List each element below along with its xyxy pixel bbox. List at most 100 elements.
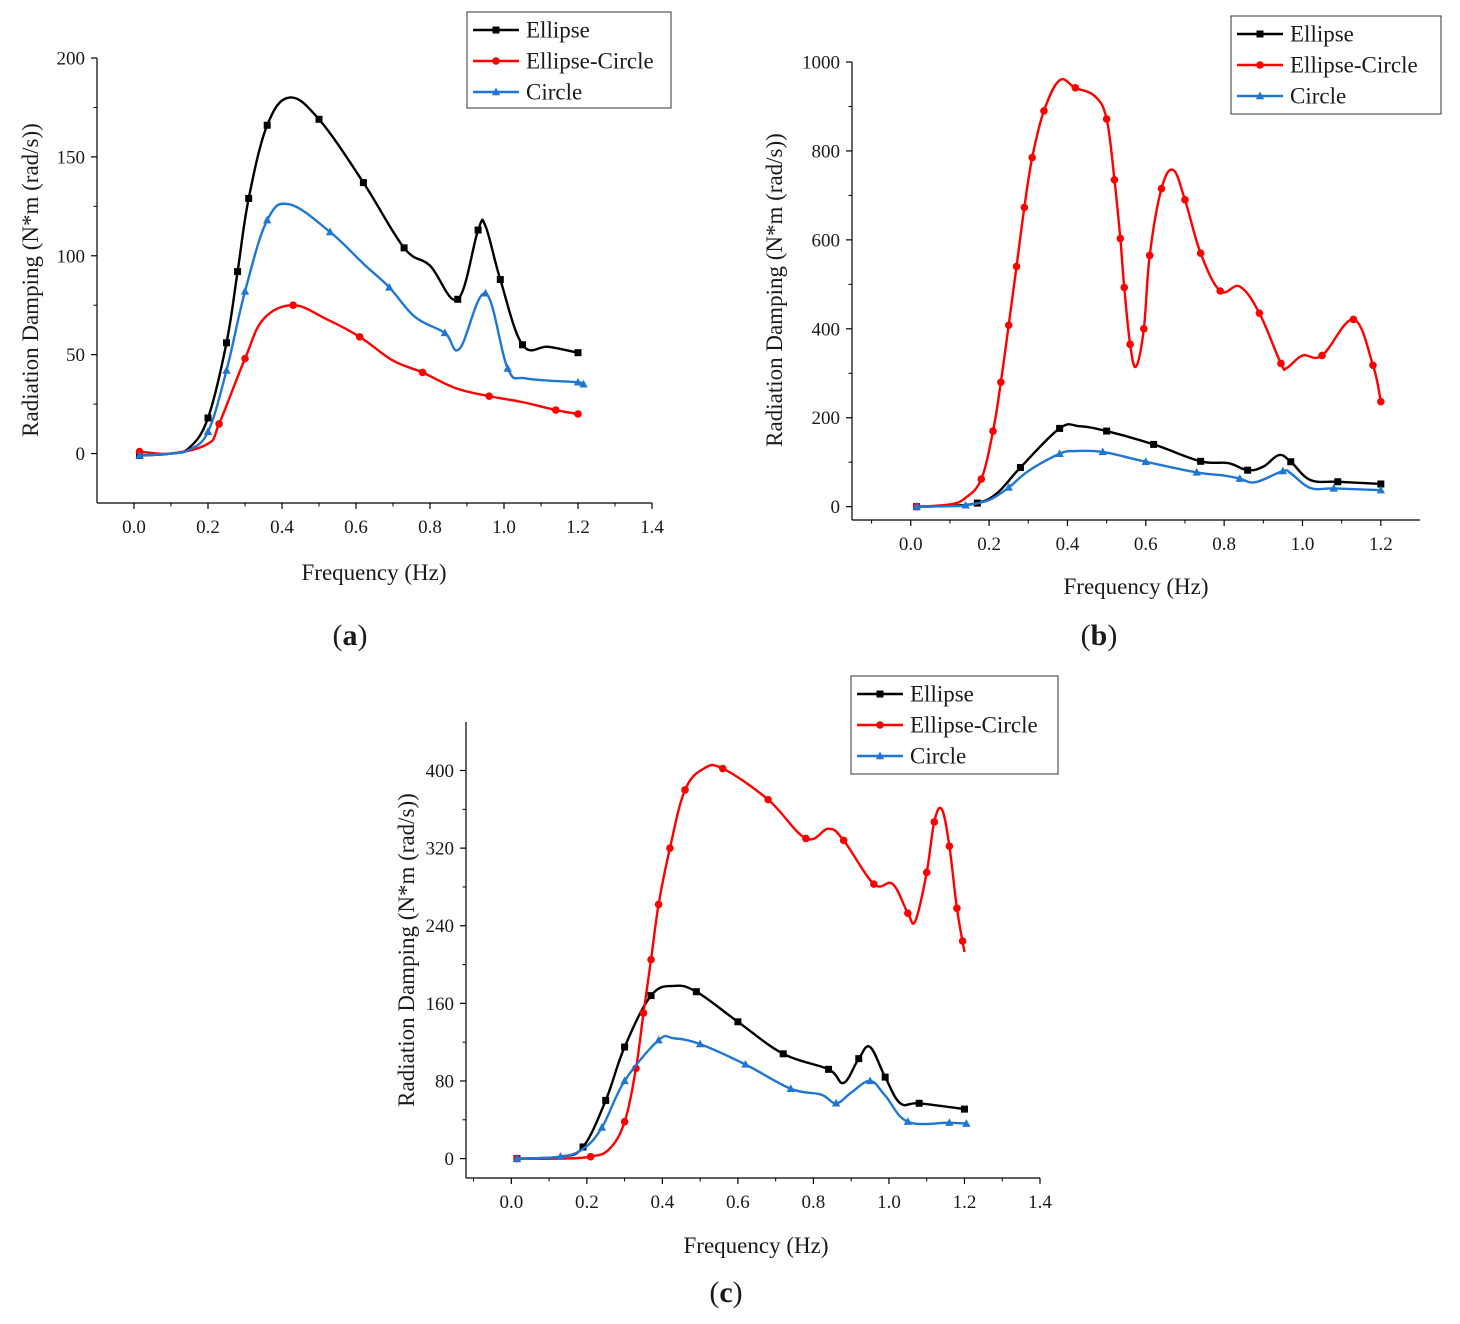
y-tick-label: 0 (831, 497, 841, 518)
circle-marker (945, 842, 954, 850)
x-tick-label: 0.8 (418, 517, 442, 538)
triangle-marker (1141, 457, 1150, 465)
circle-marker (718, 764, 727, 773)
triangle-marker (1278, 466, 1288, 475)
circle-marker (647, 955, 655, 964)
circle-marker (586, 1152, 595, 1161)
triangle-marker (903, 1117, 913, 1125)
legend-label: Ellipse (1290, 22, 1354, 47)
circle-marker (639, 1009, 648, 1017)
circle-marker (1369, 361, 1377, 370)
series-line (139, 304, 579, 456)
series-circle (512, 1034, 971, 1162)
square-marker (1287, 458, 1295, 466)
legend-square-marker (492, 26, 500, 34)
circle-marker (1157, 184, 1166, 193)
circle-marker (1181, 196, 1189, 204)
square-marker (881, 1073, 889, 1081)
x-tick-label: 0.2 (977, 534, 1001, 555)
circle-marker (574, 410, 582, 418)
circle-marker (802, 834, 810, 843)
x-axis-title: Frequency (Hz) (302, 560, 447, 585)
circle-marker (1040, 107, 1048, 115)
square-marker (1103, 427, 1111, 435)
triangle-marker (440, 328, 449, 337)
circle-marker (681, 786, 689, 794)
legend-label: Ellipse-Circle (1290, 53, 1418, 78)
x-tick-label: 1.2 (1369, 534, 1393, 555)
circle-marker (654, 900, 663, 909)
square-marker (1016, 464, 1024, 472)
square-marker (1197, 457, 1205, 465)
square-marker (519, 341, 526, 349)
triangle-marker (325, 227, 335, 236)
triangle-marker (222, 365, 231, 374)
triangle-marker (912, 502, 921, 510)
triangle-marker (1329, 483, 1339, 492)
square-marker (400, 244, 408, 252)
y-tick-label: 0 (445, 1149, 455, 1170)
y-tick-label: 100 (57, 246, 86, 267)
x-tick-label: 0.8 (802, 1192, 826, 1213)
x-tick-label: 0.2 (575, 1192, 599, 1213)
circle-marker (1196, 249, 1205, 258)
triangle-marker (135, 451, 144, 459)
triangle-marker (1376, 485, 1386, 494)
series-ellipse (913, 423, 1385, 511)
triangle-marker (945, 1118, 954, 1126)
legend-label: Ellipse-Circle (910, 713, 1038, 738)
y-tick-label: 600 (812, 230, 841, 251)
x-tick-label: 0.8 (1212, 534, 1236, 555)
panel-label: (a) (333, 619, 368, 652)
y-tick-label: 50 (66, 345, 85, 366)
panel-label-letter: b (1091, 619, 1108, 652)
square-marker (359, 179, 367, 187)
triangle-marker (1192, 467, 1201, 476)
triangle-marker (385, 282, 394, 291)
x-tick-label: 0.2 (196, 517, 220, 538)
x-tick-label: 0.6 (726, 1192, 750, 1213)
triangle-marker (695, 1039, 705, 1048)
circle-marker (355, 333, 364, 341)
triangle-marker (512, 1154, 522, 1162)
legend-triangle-marker (1255, 91, 1265, 100)
circle-marker (1255, 309, 1264, 318)
panel-label-open: ( (709, 1276, 719, 1309)
panel-label-close: ) (358, 619, 368, 652)
triangle-marker (865, 1076, 875, 1085)
series-ellipse (513, 984, 968, 1163)
circle-marker (289, 301, 297, 310)
x-tick-label: 0.0 (122, 517, 146, 538)
x-tick-label: 1.0 (877, 1192, 901, 1213)
circle-marker (418, 368, 427, 377)
series-line (139, 96, 579, 457)
series-ellipse-circle (912, 78, 1385, 511)
circle-marker (1140, 324, 1148, 333)
y-axis-title: Radiation Damping (N*m (rad/s)) (762, 133, 787, 447)
circle-marker (764, 795, 772, 804)
square-marker (454, 295, 462, 303)
square-marker (915, 1099, 923, 1107)
y-axis-title: Radiation Damping (N*m (rad/s)) (18, 123, 43, 437)
circle-marker (904, 909, 912, 917)
x-tick-label: 0.0 (499, 1192, 523, 1213)
chart-panel-2: 0.0 0.2 0.4 0.6 0.8 1.0 1.2 1.4 0 80 160 240 320 400 F… (394, 675, 1059, 1309)
circle-marker (870, 880, 878, 888)
circle-marker (485, 392, 494, 401)
y-tick-label: 800 (812, 141, 841, 162)
y-axis-title: Radiation Damping (N*m (rad/s)) (394, 793, 419, 1107)
series-line (516, 1034, 967, 1160)
legend-label: Ellipse (910, 682, 974, 707)
triangle-marker (786, 1084, 795, 1092)
square-marker (960, 1105, 968, 1113)
square-marker (496, 276, 504, 284)
square-marker (1150, 440, 1158, 448)
series-circle (135, 202, 588, 459)
square-marker (1377, 480, 1385, 488)
x-tick-label: 1.4 (640, 517, 664, 538)
circle-marker (839, 836, 848, 845)
legend-triangle-marker (875, 751, 885, 760)
legend: Ellipse Ellipse-Circle Circle (850, 675, 1059, 775)
legend-label: Ellipse-Circle (526, 49, 654, 74)
